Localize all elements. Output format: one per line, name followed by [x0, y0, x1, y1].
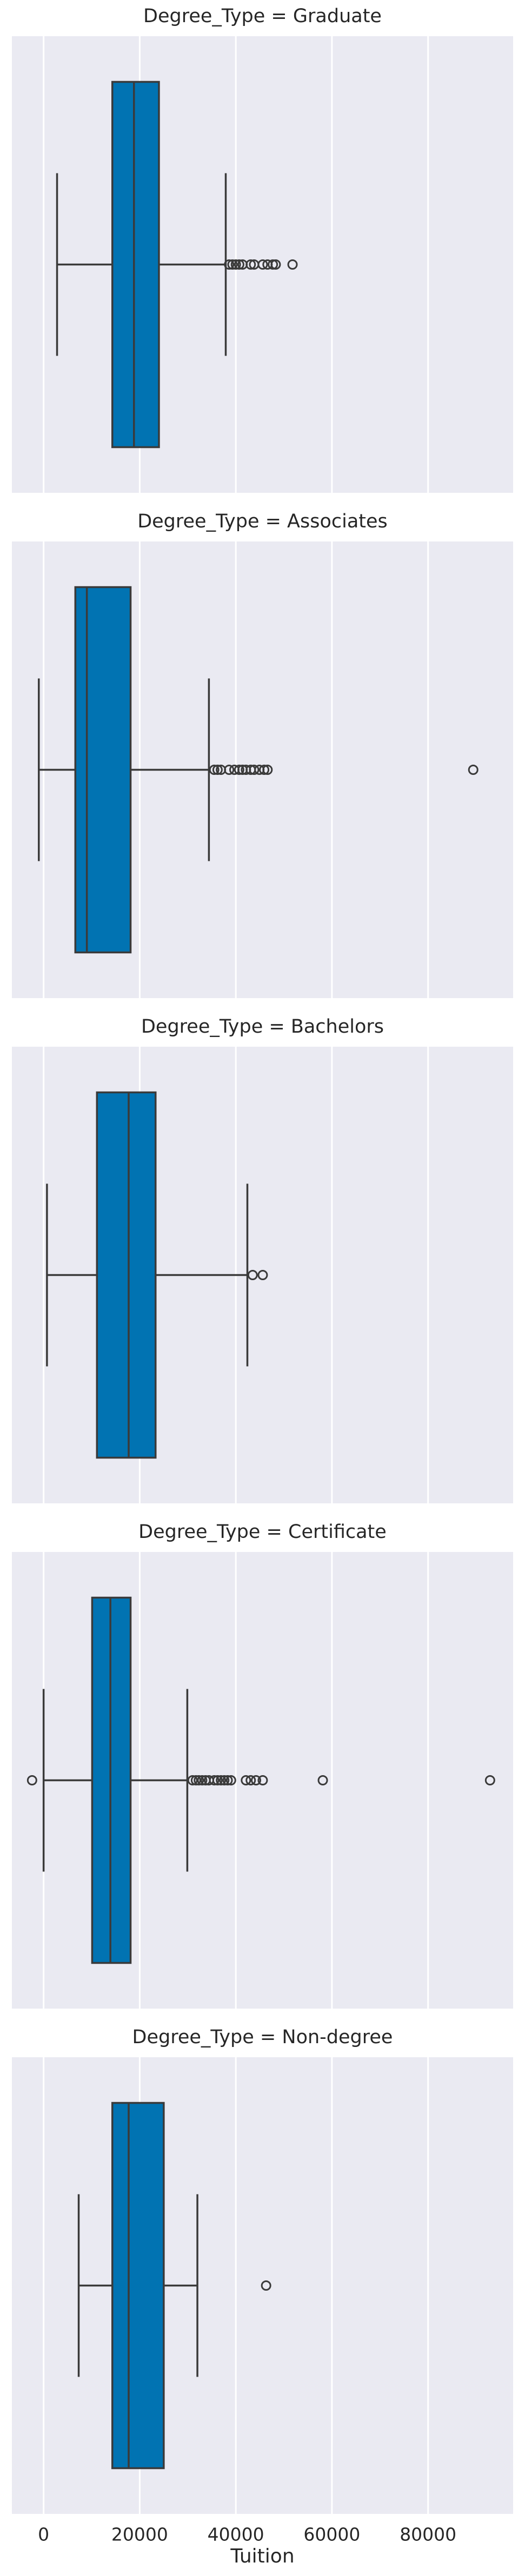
x-tick-label: 40000 — [208, 2524, 264, 2545]
outlier — [270, 259, 281, 270]
x-axis-label: Tuition — [230, 2545, 294, 2567]
outlier — [484, 1775, 495, 1785]
outlier — [209, 765, 220, 775]
x-tick-label: 0 — [38, 2524, 49, 2545]
facet-title: Degree_Type = Bachelors — [141, 1016, 384, 1038]
outlier — [230, 259, 241, 270]
outlier — [209, 1775, 220, 1785]
outlier — [212, 765, 223, 775]
outlier — [257, 259, 268, 270]
outlier — [26, 1775, 37, 1785]
box — [96, 1091, 157, 1459]
outlier — [222, 1775, 233, 1785]
outlier — [224, 765, 235, 775]
outlier — [245, 1775, 256, 1785]
outlier — [194, 1775, 204, 1785]
outlier — [216, 1775, 227, 1785]
outlier — [317, 1775, 328, 1785]
outlier — [247, 1270, 258, 1280]
box — [74, 586, 132, 954]
outlier — [187, 1775, 198, 1785]
facet-title: Degree_Type = Associates — [137, 511, 388, 532]
outlier — [468, 765, 479, 775]
box — [91, 1596, 132, 1964]
outlier — [212, 1775, 223, 1785]
outlier — [190, 1775, 201, 1785]
outlier — [245, 259, 256, 270]
outlier — [287, 259, 298, 270]
outlier — [257, 1270, 268, 1280]
outlier — [251, 1775, 262, 1785]
x-tick-label: 80000 — [400, 2524, 456, 2545]
facet-title: Degree_Type = Graduate — [143, 5, 382, 27]
outlier — [268, 259, 278, 270]
outlier — [227, 259, 238, 270]
outlier — [259, 765, 270, 775]
outlier — [262, 765, 273, 775]
box — [111, 2102, 165, 2470]
facet-title: Degree_Type = Non-degree — [132, 2026, 393, 2048]
x-tick-label: 60000 — [303, 2524, 360, 2545]
outlier — [234, 259, 244, 270]
outlier — [261, 2280, 271, 2291]
outlier — [225, 1775, 236, 1785]
outlier — [224, 259, 235, 270]
x-tick-label: 20000 — [111, 2524, 168, 2545]
box — [111, 81, 160, 449]
outlier — [241, 1775, 251, 1785]
outlier — [257, 1775, 268, 1785]
outlier — [219, 1775, 230, 1785]
facet-title: Degree_Type = Certificate — [138, 1521, 387, 1543]
outlier — [249, 765, 260, 775]
outlier — [197, 1775, 208, 1785]
outlier — [234, 765, 244, 775]
